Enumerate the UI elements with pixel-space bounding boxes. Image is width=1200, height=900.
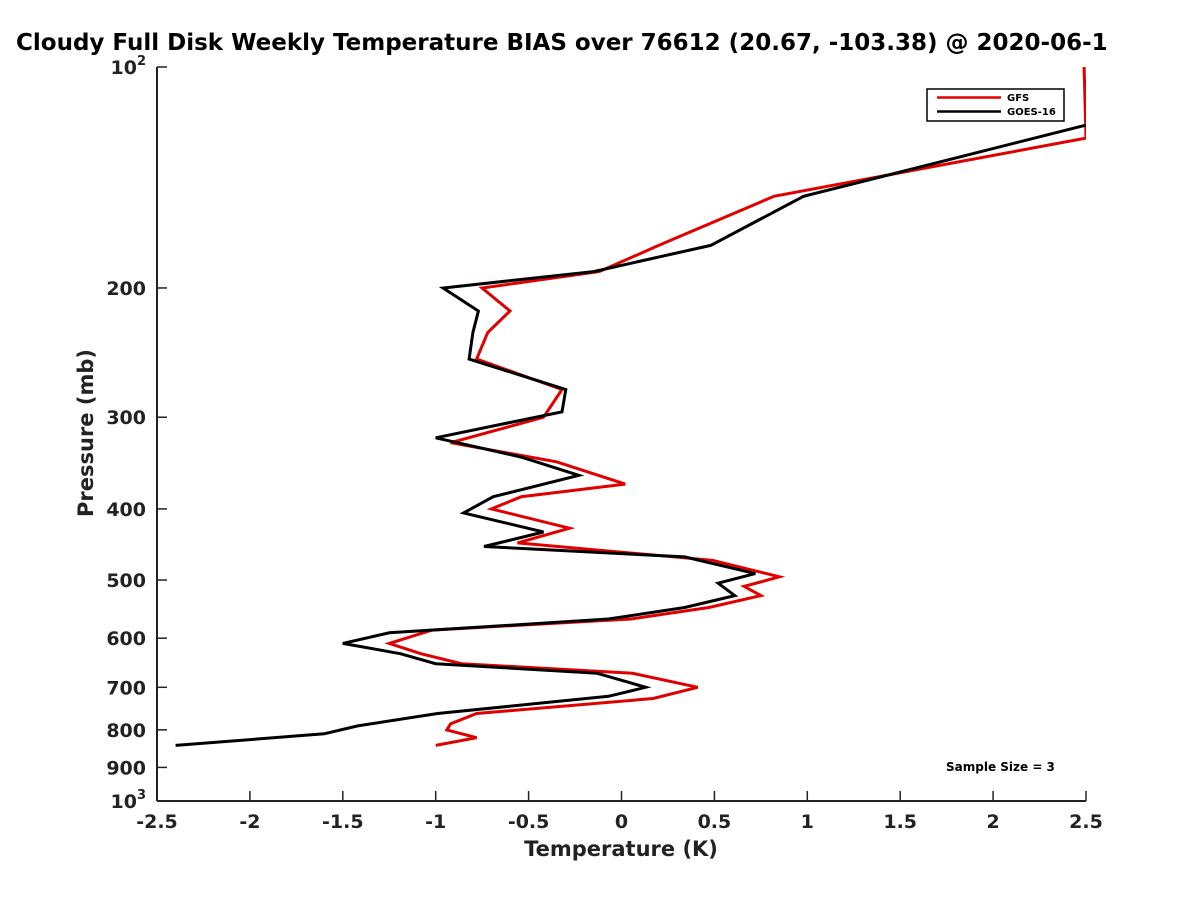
x-tick-label: 1 bbox=[801, 811, 814, 833]
x-tick-label: 0 bbox=[615, 811, 628, 833]
x-tick-label: -1.5 bbox=[322, 811, 364, 833]
y-tick-label: 900 bbox=[106, 757, 146, 779]
series-layer bbox=[175, 67, 1086, 747]
x-tick-label: -1 bbox=[425, 811, 446, 833]
x-tick-label: 0.5 bbox=[698, 811, 732, 833]
x-tick-label: 1.5 bbox=[883, 811, 917, 833]
axes-layer: -2.5 -2 -1.5 -1 -0.5 0 0.5 1 1.5 2 2.5 102 200 300 400… bbox=[106, 54, 1103, 833]
y-tick-label: 800 bbox=[106, 720, 146, 742]
x-tick-label: -2.5 bbox=[136, 811, 178, 833]
x-axis-label: Temperature (K) bbox=[524, 837, 718, 861]
y-axis-label: Pressure (mb) bbox=[74, 349, 98, 517]
x-tick-label: -0.5 bbox=[508, 811, 550, 833]
legend-label-goes16: GOES-16 bbox=[1007, 107, 1056, 118]
x-tick-label: -2 bbox=[239, 811, 260, 833]
y-tick-label: 500 bbox=[106, 570, 146, 592]
y-tick-label: 200 bbox=[106, 278, 146, 300]
series-line-gfs bbox=[384, 67, 1086, 747]
legend: GFS GOES-16 bbox=[926, 88, 1065, 122]
y-tick-label: 102 bbox=[111, 54, 147, 79]
legend-label-gfs: GFS bbox=[1007, 93, 1029, 104]
y-tick-label: 400 bbox=[106, 499, 146, 521]
series-line-goes16 bbox=[175, 123, 1086, 747]
y-tick-label: 600 bbox=[106, 628, 146, 650]
legend-box bbox=[926, 88, 1065, 122]
y-tick-label: 103 bbox=[111, 788, 147, 813]
y-tick-label: 700 bbox=[106, 677, 146, 699]
x-tick-label: 2 bbox=[986, 811, 999, 833]
chart-title: Cloudy Full Disk Weekly Temperature BIAS… bbox=[16, 30, 1108, 56]
x-tick-label: 2.5 bbox=[1069, 811, 1103, 833]
y-tick-label: 300 bbox=[106, 407, 146, 429]
sample-size-annotation: Sample Size = 3 bbox=[946, 760, 1055, 774]
